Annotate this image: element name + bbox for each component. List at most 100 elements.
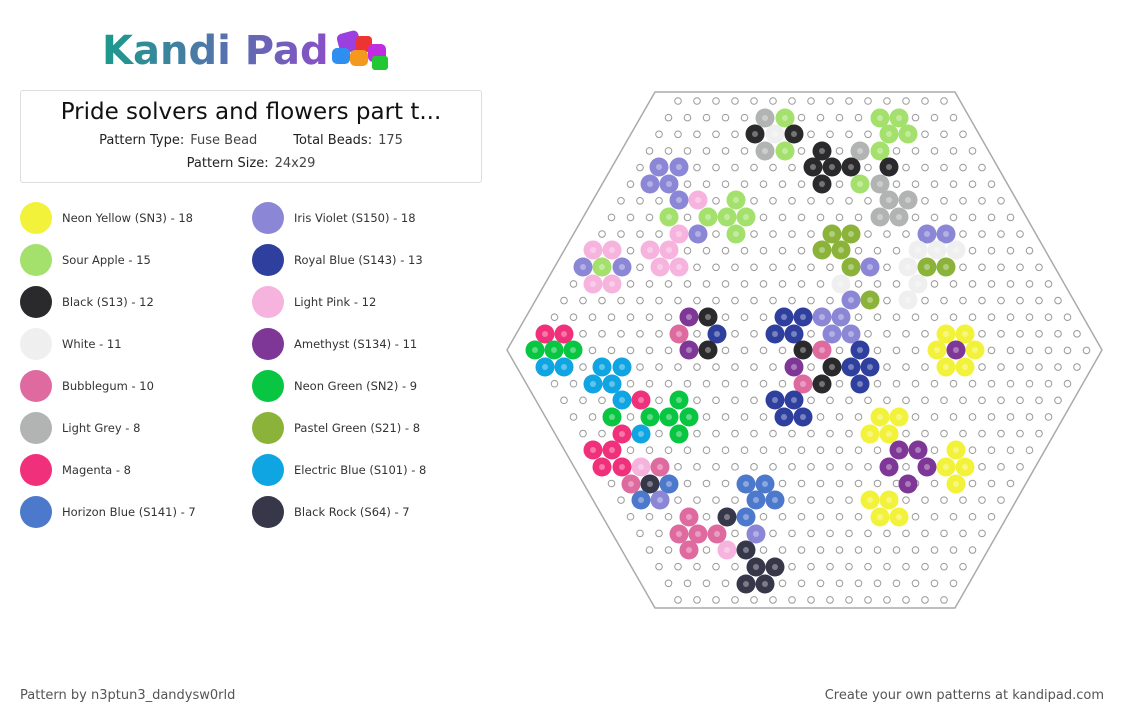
bead-hole <box>877 514 883 520</box>
legend-label: Black (S13) - 12 <box>62 295 154 309</box>
peg <box>883 97 891 105</box>
peg <box>807 463 815 471</box>
bead <box>870 407 890 427</box>
peg <box>655 363 663 371</box>
bead-hole <box>686 514 692 520</box>
bead <box>841 257 861 277</box>
bead-hole <box>647 247 653 253</box>
legend-item: Light Grey - 8 <box>20 412 140 444</box>
legend-label: Black Rock (S64) - 7 <box>294 505 410 519</box>
peg <box>1035 296 1043 305</box>
bead-hole <box>934 247 940 253</box>
legend-item: Bubblegum - 10 <box>20 370 154 402</box>
bead <box>812 374 832 394</box>
peg <box>835 180 844 188</box>
peg <box>873 379 882 388</box>
peg <box>569 313 578 321</box>
peg <box>683 280 692 288</box>
bead-hole <box>800 381 806 387</box>
peg <box>769 163 777 172</box>
peg <box>968 413 977 421</box>
bead <box>936 257 956 277</box>
peg <box>550 379 559 388</box>
peg <box>864 230 872 238</box>
bead-hole <box>542 364 548 370</box>
peg <box>864 163 872 172</box>
peg <box>769 363 777 371</box>
peg <box>788 263 796 272</box>
peg <box>854 446 863 455</box>
peg <box>835 147 844 155</box>
peg <box>949 512 958 521</box>
bead-hole <box>953 481 959 487</box>
peg <box>778 379 787 388</box>
bead <box>602 440 622 460</box>
peg <box>750 363 758 371</box>
peg <box>636 296 644 305</box>
peg <box>921 97 929 105</box>
peg <box>845 196 853 205</box>
peg <box>674 463 682 471</box>
bead-hole <box>791 397 797 403</box>
peg <box>1025 446 1034 455</box>
peg <box>664 512 673 521</box>
bead-hole <box>551 347 557 353</box>
peg <box>712 196 720 205</box>
peg <box>626 346 635 355</box>
peg <box>930 446 939 455</box>
peg <box>550 313 559 321</box>
bead-hole <box>829 331 835 337</box>
legend-swatch <box>20 496 52 528</box>
peg <box>854 546 863 554</box>
bead-hole <box>867 297 873 303</box>
bead-hole <box>753 531 759 537</box>
legend-label: Pastel Green (S21) - 8 <box>294 421 421 435</box>
peg <box>731 429 739 438</box>
peg <box>645 213 654 222</box>
value: 175 <box>378 133 403 148</box>
bead-hole <box>867 497 873 503</box>
peg <box>845 130 853 139</box>
bead-hole <box>896 414 902 420</box>
peg <box>949 280 958 288</box>
bead <box>870 207 890 227</box>
peg <box>683 180 692 188</box>
peg <box>655 296 663 305</box>
bead <box>889 440 909 460</box>
promo-link[interactable]: Create your own patterns at kandipad.com <box>824 688 1104 703</box>
peg <box>598 396 606 405</box>
bead-hole <box>924 231 930 237</box>
bead-hole <box>905 197 911 203</box>
peg <box>1016 230 1024 238</box>
peg <box>826 529 834 538</box>
peg <box>702 446 711 455</box>
peg <box>769 596 777 604</box>
peg <box>930 413 939 421</box>
peg <box>807 196 815 205</box>
peg <box>826 596 834 604</box>
peg <box>750 429 758 438</box>
bead-hole <box>676 231 682 237</box>
peg <box>1016 363 1024 371</box>
board-outline <box>506 91 1103 609</box>
bead-hole <box>609 414 615 420</box>
peg <box>864 97 872 105</box>
peg <box>902 230 910 238</box>
peg <box>693 562 701 571</box>
peg <box>797 479 806 488</box>
bead <box>927 240 947 260</box>
peg <box>835 113 844 122</box>
peg <box>750 263 758 272</box>
bead-hole <box>686 314 692 320</box>
peg <box>826 263 834 272</box>
bead <box>879 157 899 177</box>
bead <box>698 340 718 360</box>
peg <box>712 363 720 371</box>
peg <box>740 346 749 355</box>
bead-hole <box>657 497 663 503</box>
peg <box>712 596 720 604</box>
bead-hole <box>599 364 605 370</box>
peg <box>997 330 1005 338</box>
bead-hole <box>724 547 730 553</box>
legend-swatch <box>20 328 52 360</box>
